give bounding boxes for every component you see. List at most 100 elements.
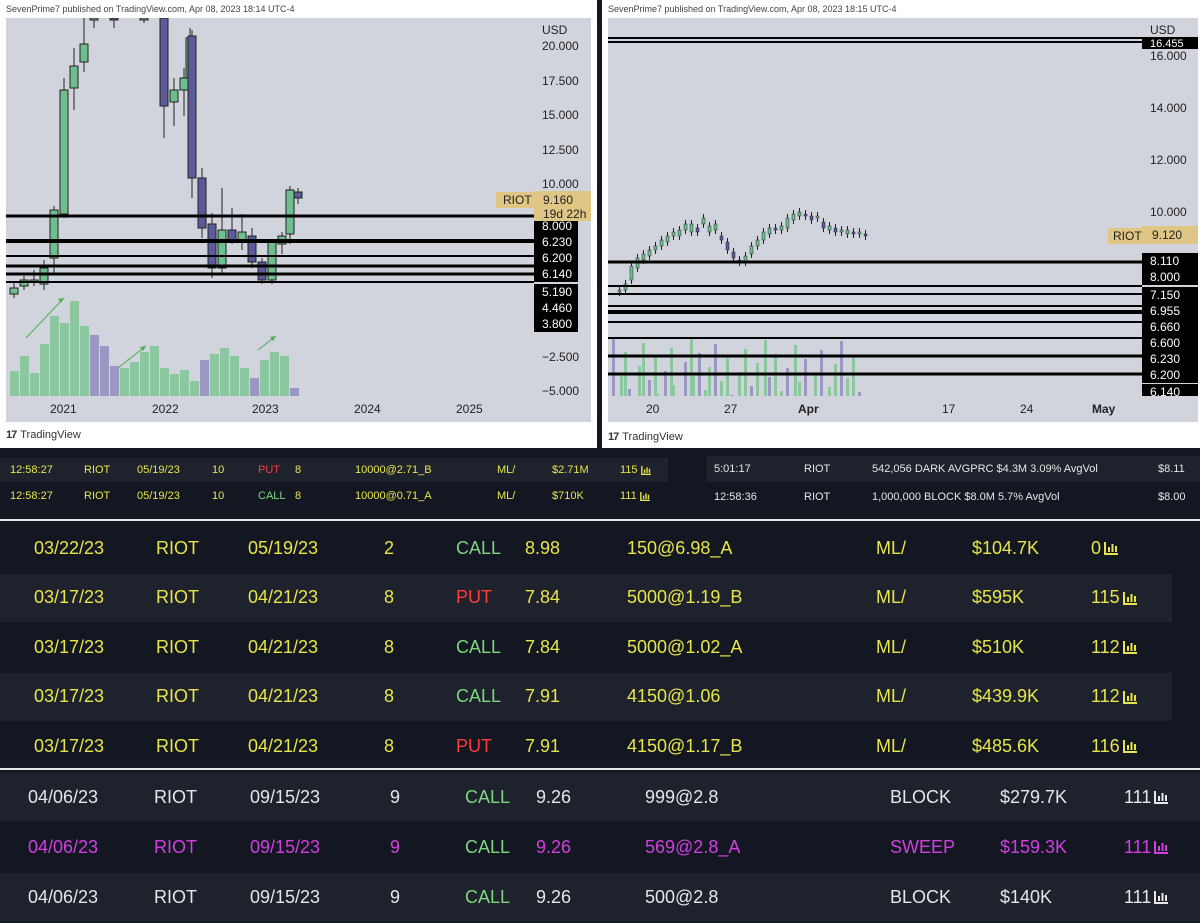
candle-body (187, 35, 197, 179)
bar-chart-icon[interactable] (1154, 791, 1169, 805)
right-tradingview-logo: 17 TradingView (608, 431, 683, 443)
value-cell: $510K (972, 636, 1025, 657)
volume-bar (200, 360, 209, 396)
expiry-cell: 04/21/23 (248, 686, 319, 706)
date-cell: 03/17/23 (34, 587, 105, 607)
candle-body (207, 223, 217, 269)
details-cell: 569@2.8_A (645, 836, 741, 857)
volume-bar (230, 356, 239, 396)
dte-cell: 9 (390, 886, 401, 907)
strike-cell: 7.84 (525, 636, 561, 657)
table-row[interactable]: 04/06/23 RIOT 09/15/23 9 CALL 9.26 999@2.8 BLOC… (0, 773, 1200, 821)
kind-cell: ML/ (876, 686, 907, 706)
table-row[interactable]: 03/22/23 RIOT 05/19/23 2 CALL 8.98 150@6.98_A M… (0, 524, 1172, 572)
date-cell: 03/22/23 (34, 537, 105, 558)
level-label-box (1142, 351, 1198, 367)
ticker-cell: RIOT (156, 735, 199, 756)
right-time-axis[interactable]: 20 27 Apr 17 24 May (608, 396, 1198, 422)
table-row[interactable]: 12:58:36 RIOT 1,000,000 BLOCK $8.0M 5.7%… (706, 484, 1200, 510)
trend-arrow (25, 297, 65, 339)
volume-bar (704, 390, 707, 396)
candle-body (629, 265, 634, 281)
left-price-axis[interactable]: 20.000 17.500 15.000 12.500 10.000 −2.500 −5.0… (534, 18, 591, 398)
level-label: 5.190 (542, 285, 572, 299)
table-row[interactable]: 03/17/23 RIOT 04/21/23 8 PUT 7.91 4150@1.17_B M… (0, 722, 1172, 770)
score-cell: 112 (1091, 637, 1137, 658)
table-row[interactable]: 03/17/23 RIOT 04/21/23 8 CALL 7.91 4150@1.06 ML… (0, 672, 1172, 721)
bar-chart-icon[interactable] (1154, 841, 1169, 855)
left-chart-plot[interactable]: RIOT (6, 18, 534, 396)
table-row[interactable]: 12:58:27 RIOT 05/19/23 10 PUT 8 10000@2.… (0, 458, 668, 482)
candle-body (707, 225, 712, 233)
bar-chart-icon[interactable] (1122, 740, 1137, 754)
table-row[interactable]: 12:58:27 RIOT 05/19/23 10 CALL 8 10000@0… (0, 484, 668, 508)
candle-body (9, 287, 19, 295)
bar-chart-icon[interactable] (1122, 641, 1137, 655)
bar-chart-icon[interactable] (1122, 591, 1137, 605)
bar-chart-icon[interactable] (1122, 690, 1137, 704)
table-row[interactable]: 04/06/23 RIOT 09/15/23 9 CALL 9.26 500@2.8 BLOC… (0, 873, 1200, 921)
candle-body (773, 227, 778, 231)
candle-body (671, 231, 676, 237)
section-divider (0, 519, 1200, 521)
small-options-table: 12:58:27 RIOT 05/19/23 10 PUT 8 10000@2.… (0, 456, 668, 512)
candle-body (779, 225, 784, 231)
volume-bar (30, 373, 39, 396)
left-chart-panel: SevenPrime7 published on TradingView.com… (0, 0, 597, 448)
table-row[interactable]: 5:01:17 RIOT 542,056 DARK AVGPRC $4.3M 3… (706, 456, 1200, 482)
score-value: 115 (1091, 587, 1120, 607)
volume-bar (170, 374, 179, 396)
date-cell: 04/06/23 (28, 786, 99, 807)
level-label: 4.460 (542, 301, 572, 315)
price-tick-label: 14.000 (1150, 101, 1187, 115)
right-chart-plot[interactable]: RIOT (608, 18, 1142, 396)
table-row[interactable]: 03/17/23 RIOT 04/21/23 8 CALL 7.84 5000@1.02_A… (0, 623, 1172, 671)
candle-body (247, 235, 257, 263)
trend-arrow-head (58, 298, 64, 303)
details-cell: 5000@1.19_B (627, 587, 743, 607)
expiry-cell: 09/15/23 (250, 836, 321, 857)
candle-body (851, 231, 856, 235)
time-tick-label: 27 (724, 402, 738, 416)
volume-bar (250, 378, 259, 396)
right-price-axis[interactable]: USD 16.455 16.000 14.000 12.000 10.000 9.120 8.… (1142, 18, 1198, 400)
left-time-axis[interactable]: 2021 2022 2023 2024 2025 (6, 396, 591, 422)
bar-chart-icon[interactable] (1104, 542, 1119, 556)
volume-bar (80, 326, 89, 396)
time-cell: 12:58:27 (10, 490, 53, 502)
expiry-cell: 04/21/23 (248, 587, 319, 607)
trend-arrow-head (270, 336, 276, 341)
table-row[interactable]: 03/17/23 RIOT 04/21/23 8 PUT 7.84 5000@1.19_B M… (0, 573, 1172, 622)
strike-cell: 9.26 (536, 886, 572, 907)
bar-chart-icon[interactable] (1154, 891, 1169, 905)
score-cell: 111 (1124, 887, 1169, 908)
tradingview-icon: 17 (608, 431, 619, 443)
bar-chart-icon[interactable] (640, 465, 651, 475)
candle-body (285, 189, 295, 235)
level-label-box (1142, 37, 1198, 49)
table-row[interactable]: 04/06/23 RIOT 09/15/23 9 CALL 9.26 569@2.8_A SW… (0, 823, 1200, 871)
ticker-cell: RIOT (156, 537, 199, 558)
time-tick-label: Apr (798, 402, 819, 416)
type-cell: CALL (456, 686, 502, 706)
time-tick-label: 24 (1020, 402, 1034, 416)
volume-bar (672, 385, 675, 396)
candle-body (169, 89, 179, 103)
time-tick-label: 2021 (50, 402, 77, 416)
type-cell: PUT (456, 587, 492, 607)
volume-bar (828, 387, 831, 396)
kind-cell: ML/ (497, 464, 516, 476)
bar-chart-icon[interactable] (639, 491, 650, 501)
level-label: 6.230 (542, 235, 572, 249)
level-label-box (1142, 335, 1198, 351)
score-value: 112 (1091, 636, 1120, 657)
expiry-cell: 05/19/23 (248, 537, 319, 558)
volume-bar (786, 368, 789, 396)
countdown: 19d 22h (543, 207, 586, 221)
date-cell: 04/06/23 (28, 836, 99, 857)
level-label-box (1142, 287, 1198, 303)
date-cell: 03/17/23 (34, 636, 105, 657)
level-label-box (534, 300, 578, 316)
level-label: 8.000 (542, 219, 572, 233)
